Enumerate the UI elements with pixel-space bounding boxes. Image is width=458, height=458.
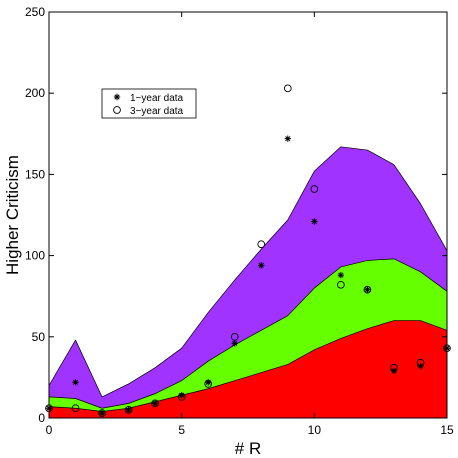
series-0-point-1 bbox=[72, 379, 79, 386]
y-axis-label: Higher Criticism bbox=[3, 155, 22, 275]
legend-marker-3-year bbox=[113, 106, 121, 114]
y-tick-label-200: 200 bbox=[25, 86, 45, 100]
y-tick-label-100: 100 bbox=[25, 249, 45, 263]
y-tick-label-0: 0 bbox=[38, 411, 45, 425]
series-0-point-6 bbox=[205, 379, 212, 386]
series-0-point-2 bbox=[98, 409, 106, 417]
series-1-point-4 bbox=[151, 399, 159, 408]
series-1-point-7 bbox=[230, 332, 239, 341]
series-1-point-10 bbox=[310, 185, 319, 193]
y-tick-label-50: 50 bbox=[32, 330, 46, 344]
legend-label-1-year: 1−year data bbox=[130, 93, 184, 104]
area-bands bbox=[48, 146, 448, 419]
series-1-point-9 bbox=[283, 84, 292, 93]
x-tick-label-10: 10 bbox=[308, 423, 322, 437]
series-1-point-8 bbox=[257, 240, 266, 249]
series-0-point-7 bbox=[231, 340, 238, 347]
series-1-point-13 bbox=[390, 363, 398, 372]
series-0-point-12 bbox=[364, 286, 371, 293]
series-0-point-4 bbox=[151, 400, 159, 407]
series-0-point-11 bbox=[337, 271, 345, 279]
series-1-point-5 bbox=[177, 393, 186, 401]
y-tick-label-150: 150 bbox=[25, 167, 45, 181]
x-tick-label-0: 0 bbox=[46, 423, 53, 437]
series-1-point-1 bbox=[71, 404, 80, 413]
series-1-point-11 bbox=[337, 280, 345, 289]
series-1-point-2 bbox=[98, 409, 106, 417]
data-markers bbox=[45, 84, 451, 417]
legend-marker-1-year bbox=[113, 93, 121, 101]
series-1-point-3 bbox=[124, 406, 133, 414]
series-1-point-6 bbox=[204, 380, 213, 388]
series-0-point-8 bbox=[258, 262, 265, 269]
x-tick-label-15: 15 bbox=[440, 423, 454, 437]
plot-frame bbox=[48, 11, 448, 419]
series-1-point-14 bbox=[416, 358, 425, 367]
series-0-point-10 bbox=[311, 218, 318, 225]
series-0-point-9 bbox=[284, 135, 291, 142]
legend: 1−year data 3−year data bbox=[101, 88, 197, 119]
x-tick-label-5: 5 bbox=[178, 423, 185, 437]
y-tick-label-250: 250 bbox=[25, 5, 45, 19]
x-axis-label: # R bbox=[235, 439, 261, 458]
series-1-point-12 bbox=[363, 285, 372, 294]
legend-label-3-year: 3−year data bbox=[130, 106, 184, 117]
series-0-point-5 bbox=[178, 392, 185, 399]
series-0-point-3 bbox=[125, 406, 132, 414]
